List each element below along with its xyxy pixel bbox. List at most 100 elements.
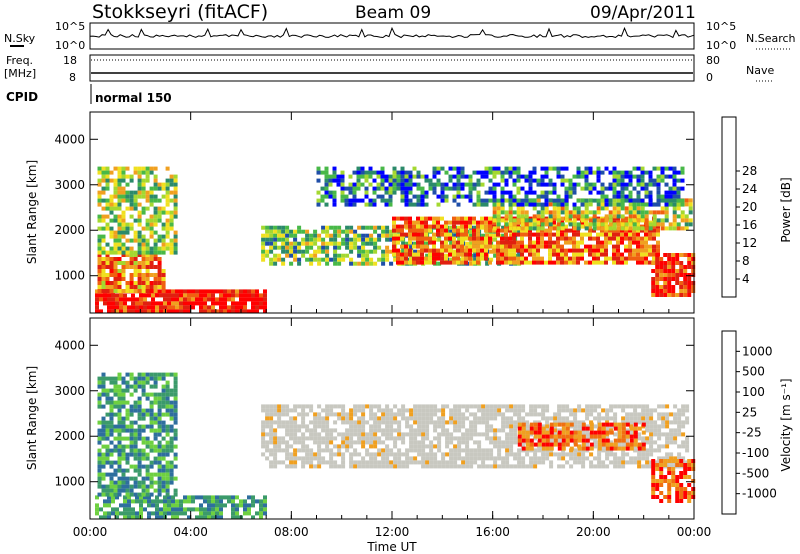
power-cell [584,214,589,219]
power-cell [572,218,577,223]
velocity-cell [393,444,398,449]
velocity-cell [679,487,684,491]
velocity-cell [149,480,154,485]
power-cell [684,222,689,227]
power-cell [328,190,333,195]
power-cell [675,253,680,257]
power-cell [195,293,199,298]
power-cell [203,293,207,298]
power-cell [516,178,521,183]
power-cell [652,218,657,223]
velocity-cell [165,380,170,385]
power-cell [496,224,500,229]
power-cell [484,228,488,233]
velocity-cell [389,416,394,421]
power-cell [133,265,138,269]
power-cell [440,248,444,253]
power-cell [163,297,167,302]
power-cell [337,261,342,266]
power-cell [340,198,345,203]
power-cell [175,297,179,302]
velocity-cell [509,404,514,409]
power-cell [412,174,417,179]
power-cell [504,182,509,187]
power-cell [381,233,386,238]
power-cell [101,250,106,255]
velocity-cell [397,408,402,413]
velocity-cell [125,460,130,465]
power-cell [117,166,122,171]
velocity-cell [153,428,158,433]
velocity-cell [493,456,498,461]
velocity-cell [397,436,402,441]
velocity-cell [313,436,318,441]
power-cell [141,190,146,195]
power-cell [117,246,122,251]
power-cell [576,228,580,233]
velocity-cell [113,388,118,393]
x-tick-label: 16:00 [475,525,510,539]
velocity-cell [679,499,684,503]
velocity-cell [667,495,672,499]
velocity-cell [409,444,414,449]
velocity-cell [529,464,534,469]
velocity-cell [617,426,622,431]
power-cell [512,226,517,231]
velocity-cell [533,442,538,447]
velocity-cell [133,376,138,381]
velocity-cell [121,448,126,453]
power-cell [652,224,656,229]
power-cell [612,170,617,175]
velocity-cell [457,452,462,457]
velocity-cell [425,452,430,457]
velocity-cell [381,432,386,437]
velocity-cell [309,452,314,457]
power-cell [293,257,298,262]
nave-tick-top: 80 [706,54,720,67]
power-cell [652,228,656,233]
velocity-cell [301,448,306,453]
power-cell [560,222,565,227]
power-cell [544,174,549,179]
power-cell [121,230,126,235]
velocity-cell [301,420,306,425]
velocity-cell [453,408,458,413]
power-cell [656,232,660,237]
velocity-cell [187,499,191,504]
velocity-cell [361,456,366,461]
velocity-cell [421,436,426,441]
power-cell [153,285,158,289]
velocity-cell [545,420,550,425]
power-cell [111,309,115,314]
velocity-cell [305,448,310,453]
power-cell [121,186,126,191]
power-cell [105,214,110,219]
velocity-cell [425,412,430,417]
x-tick-label: 20:00 [576,525,611,539]
velocity-cell [673,420,678,425]
velocity-cell [353,460,358,465]
power-cell [520,198,525,203]
velocity-cell [333,460,338,465]
velocity-cell [529,456,534,461]
power-cell [119,293,123,298]
velocity-cell [651,467,656,471]
velocity-cell [629,446,634,451]
power-cell [416,170,421,175]
velocity-cell [141,384,146,389]
power-cell [117,198,122,203]
velocity-cell [493,428,498,433]
velocity-cell [565,452,570,457]
velocity-cell [489,408,494,413]
power-cell [117,222,122,227]
power-cell [388,174,393,179]
power-cell [651,277,656,281]
power-cell [285,249,290,254]
velocity-cell [149,476,154,481]
power-cell [169,250,174,255]
velocity-cell [163,507,167,512]
power-cell [117,174,122,179]
power-cell [464,182,469,187]
velocity-cell [357,428,362,433]
velocity-cell [113,472,118,477]
